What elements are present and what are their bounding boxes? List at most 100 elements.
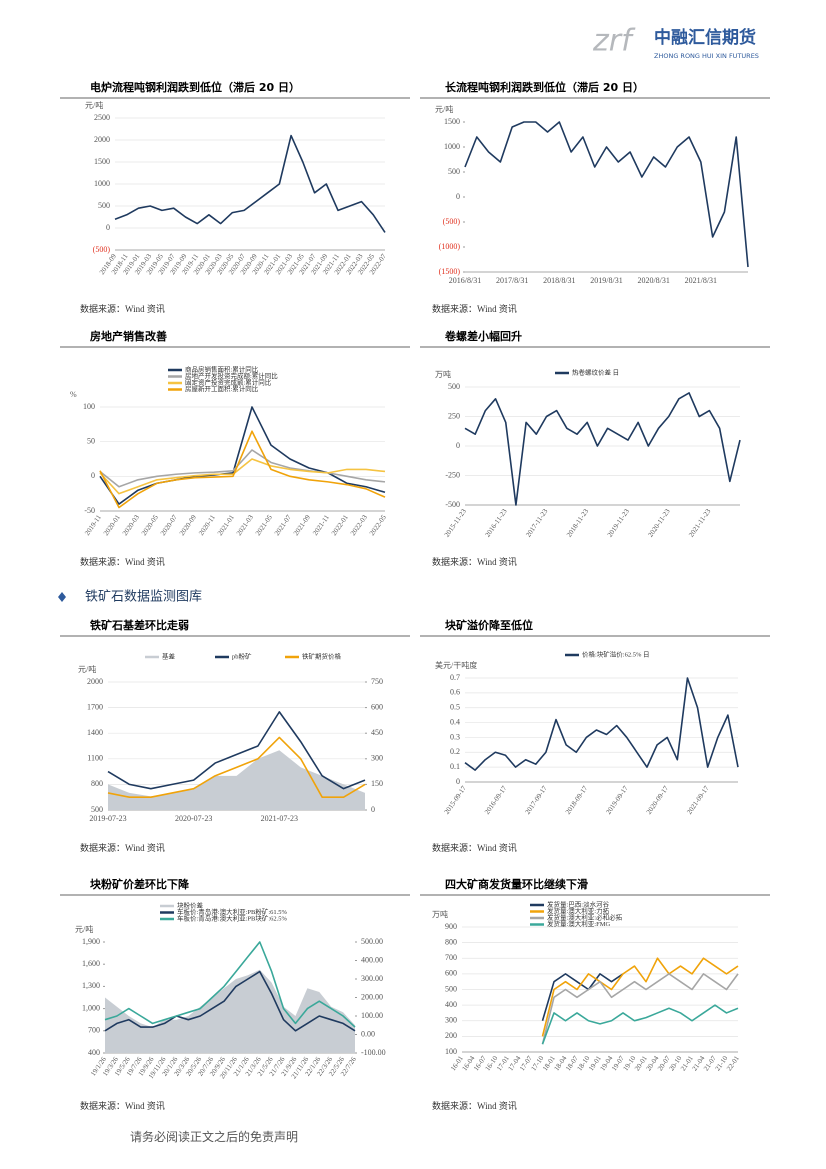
y2-tick-label: 300.00 — [361, 974, 383, 983]
x-tick-label: 2017/8/31 — [496, 276, 528, 285]
y-tick-label: 700 — [445, 953, 457, 962]
y-tick-label: 300 — [445, 1016, 457, 1025]
y-tick-label: 900 — [445, 922, 457, 931]
line — [107, 736, 366, 798]
x-tick-label: 2018/8/31 — [543, 276, 575, 285]
chart-source: 数据来源：Wind 资讯 — [80, 303, 165, 314]
y-tick-label: 500 — [445, 984, 457, 993]
y-tick-label: 100 — [83, 402, 95, 411]
x-tick-label: 2020-11 — [197, 513, 217, 537]
line — [541, 973, 624, 1021]
legend-label: 房屋新开工面积:累计同比 — [185, 384, 259, 393]
logo-mark: zrf — [592, 24, 636, 59]
y-tick-label: 0 — [91, 471, 95, 480]
y-tick-label: 0.7 — [450, 673, 460, 682]
y-tick-label: -50 — [84, 506, 95, 515]
x-tick-label: 2016-11-23 — [484, 507, 509, 539]
y-axis-unit: 元/吨 — [435, 104, 453, 114]
y-tick-label: (500) — [443, 217, 461, 226]
chart-source: 数据来源：Wind 资讯 — [432, 556, 517, 567]
y-tick-label: 1500 — [444, 117, 460, 126]
y-tick-label: 500 — [91, 805, 103, 814]
y2-tick-label: 300 — [371, 754, 383, 763]
y-tick-label: 1000 — [94, 179, 110, 188]
chart-title: 长流程吨钢利润跌到低位（滞后 20 日） — [445, 80, 644, 94]
y-tick-label: 0 — [106, 223, 110, 232]
x-tick-label: 2020-09-17 — [645, 784, 671, 816]
line — [464, 677, 739, 771]
area — [108, 750, 365, 810]
area — [105, 969, 355, 1053]
chart-source: 数据来源：Wind 资讯 — [80, 842, 165, 853]
line — [541, 957, 739, 1037]
chart-title: 电炉流程吨钢利润跌到低位（滞后 20 日） — [90, 80, 300, 94]
y-tick-label: 2500 — [94, 113, 110, 122]
chart-title: 铁矿石基差环比走弱 — [90, 618, 189, 632]
x-tick-label: 2019-11 — [83, 513, 103, 537]
y-tick-label: 1700 — [87, 702, 103, 711]
legend-label: 基差 — [162, 651, 176, 660]
x-tick-label: 2020-05 — [140, 513, 160, 537]
y-axis-unit: 元/吨 — [85, 100, 103, 110]
y-tick-label: 0.3 — [450, 732, 460, 741]
section-title: 铁矿石数据监测图库 — [85, 589, 202, 605]
y-tick-label: 0 — [456, 192, 460, 201]
y-axis-unit: 元/吨 — [75, 924, 93, 934]
x-tick-label: 2022-03 — [349, 513, 369, 537]
line — [104, 970, 356, 1032]
x-tick-label: 2020-01 — [102, 513, 122, 537]
y-tick-label: -500 — [445, 500, 460, 509]
legend-label: 商品房销售面积:累计同比 — [185, 364, 259, 373]
y-axis-unit: 元/吨 — [78, 664, 96, 674]
legend-label: 价格:块矿溢价:62.5% 日 — [582, 649, 650, 658]
chart-source: 数据来源：Wind 资讯 — [432, 842, 517, 853]
y2-tick-label: 200.00 — [361, 992, 383, 1001]
y-tick-label: 0.1 — [450, 762, 460, 771]
y2-tick-label: 0 — [371, 805, 375, 814]
x-tick-label: 2021/8/31 — [685, 276, 717, 285]
x-tick-label: 2021-05 — [254, 513, 274, 537]
chart-source: 数据来源：Wind 资讯 — [80, 556, 165, 567]
line — [541, 1004, 739, 1045]
y2-tick-label: 150 — [371, 779, 383, 788]
y2-tick-label: -100.00 — [361, 1048, 386, 1057]
line — [99, 449, 386, 488]
legend-label: 车板价:青岛港:澳大利亚:PB粉矿:61.5% — [177, 907, 288, 916]
y-tick-label: 0 — [456, 441, 460, 450]
legend-label: 发货量:澳大利亚:必和必拓 — [547, 912, 623, 921]
x-tick-label: 2019/8/31 — [590, 276, 622, 285]
legend-label: 块粉价差 — [177, 900, 204, 909]
legend-label: 固定资产投资完成额:累计同比 — [185, 377, 272, 386]
y-tick-label: 600 — [445, 969, 457, 978]
x-tick-label: 2022-01 — [330, 513, 350, 537]
y2-tick-label: 500.00 — [361, 937, 383, 946]
x-tick-label: 2021-11-23 — [687, 507, 712, 539]
line — [114, 134, 386, 233]
y-tick-label: 1000 — [444, 142, 460, 151]
x-tick-label: 2021-07 — [273, 513, 293, 537]
y-tick-label: 800 — [91, 779, 103, 788]
line — [464, 392, 741, 506]
x-tick-label: 2020-03 — [121, 513, 141, 537]
y-tick-label: (1500) — [439, 267, 461, 276]
x-tick-label: 2021-09-17 — [685, 784, 711, 816]
x-tick-label: 2022-05 — [368, 513, 388, 537]
x-tick-label: 2018-09-17 — [564, 784, 590, 816]
y-tick-label: 250 — [448, 411, 460, 420]
x-tick-label: 2019-07-23 — [89, 814, 126, 823]
chart-title: 四大矿商发货量环比继续下滑 — [445, 877, 588, 891]
logo-subtext: ZHONG RONG HUI XIN FUTURES — [654, 52, 759, 60]
x-tick-label: 2017-11-23 — [524, 507, 549, 539]
x-tick-label: 2015-09-17 — [443, 784, 469, 816]
legend-label: 房地产开发投资完成额:累计同比 — [185, 371, 278, 380]
legend-label: 发货量:澳大利亚:FMG — [547, 919, 611, 928]
y2-tick-label: 750 — [371, 677, 383, 686]
chart-source: 数据来源：Wind 资讯 — [80, 1100, 165, 1111]
y-tick-label: 700 — [88, 1026, 100, 1035]
x-tick-label: 2021-01 — [216, 513, 236, 537]
y-tick-label: 2000 — [94, 135, 110, 144]
y-tick-label: 500 — [98, 201, 110, 210]
y-tick-label: 1,000 — [82, 1003, 100, 1012]
